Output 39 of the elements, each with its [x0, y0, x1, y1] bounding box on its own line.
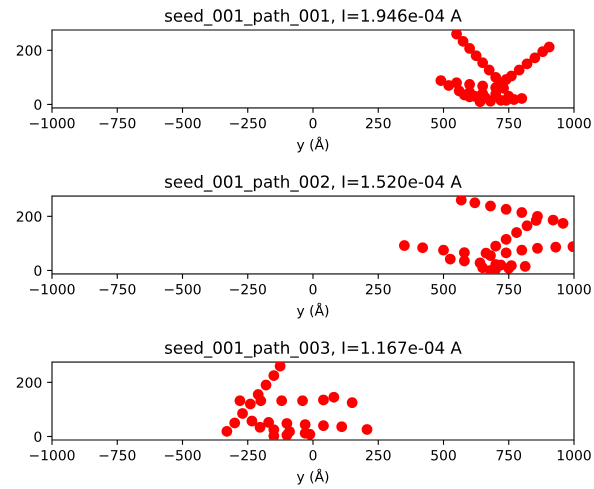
- x-tick-label: −500: [164, 450, 201, 460]
- x-tick-label: 250: [366, 118, 391, 128]
- x-tick-label: −250: [230, 450, 266, 460]
- y-tick-label: 200: [16, 211, 42, 222]
- x-tick-label: 500: [431, 284, 456, 294]
- x-tick-label: −500: [164, 118, 201, 128]
- x-tick-label: 0: [309, 450, 316, 460]
- x-tick-label: 750: [496, 118, 522, 128]
- x-tick-label: 0: [309, 118, 316, 128]
- x-tick-label: −750: [100, 450, 136, 460]
- x-tick-label: 1000: [558, 284, 591, 294]
- x-tick-label: −750: [100, 284, 136, 294]
- x-tick-label: 500: [431, 118, 456, 128]
- y-tick-label: 0: [34, 265, 42, 276]
- x-tick-label: 750: [496, 450, 522, 460]
- x-tick-label: 0: [309, 284, 316, 294]
- x-axis-title: y (Å): [296, 302, 328, 318]
- y-tick-label: 0: [34, 431, 42, 442]
- x-tick-label: −1000: [30, 450, 75, 460]
- x-tick-label: −750: [100, 118, 136, 128]
- x-tick-label: −250: [230, 118, 266, 128]
- x-tick-label: −250: [230, 284, 266, 294]
- x-tick-label: 250: [366, 284, 391, 294]
- y-tick-label: 200: [16, 377, 42, 388]
- x-tick-label: 1000: [558, 118, 591, 128]
- x-axis-title: y (Å): [296, 468, 328, 484]
- x-tick-label: 500: [431, 450, 456, 460]
- x-tick-label: −1000: [30, 284, 75, 294]
- chart-title: seed_001_path_001, I=1.946e-04 A: [165, 9, 462, 26]
- x-tick-label: 750: [496, 284, 522, 294]
- x-tick-label: 250: [366, 450, 391, 460]
- x-tick-label: 1000: [558, 450, 591, 460]
- x-axis-title: y (Å): [296, 136, 328, 152]
- y-tick-label: 200: [16, 45, 42, 56]
- y-tick-label: 0: [34, 99, 42, 110]
- x-tick-label: −500: [164, 284, 201, 294]
- x-tick-label: −1000: [30, 118, 75, 128]
- chart-title: seed_001_path_003, I=1.167e-04 A: [165, 341, 462, 358]
- chart-title: seed_001_path_002, I=1.520e-04 A: [165, 175, 462, 192]
